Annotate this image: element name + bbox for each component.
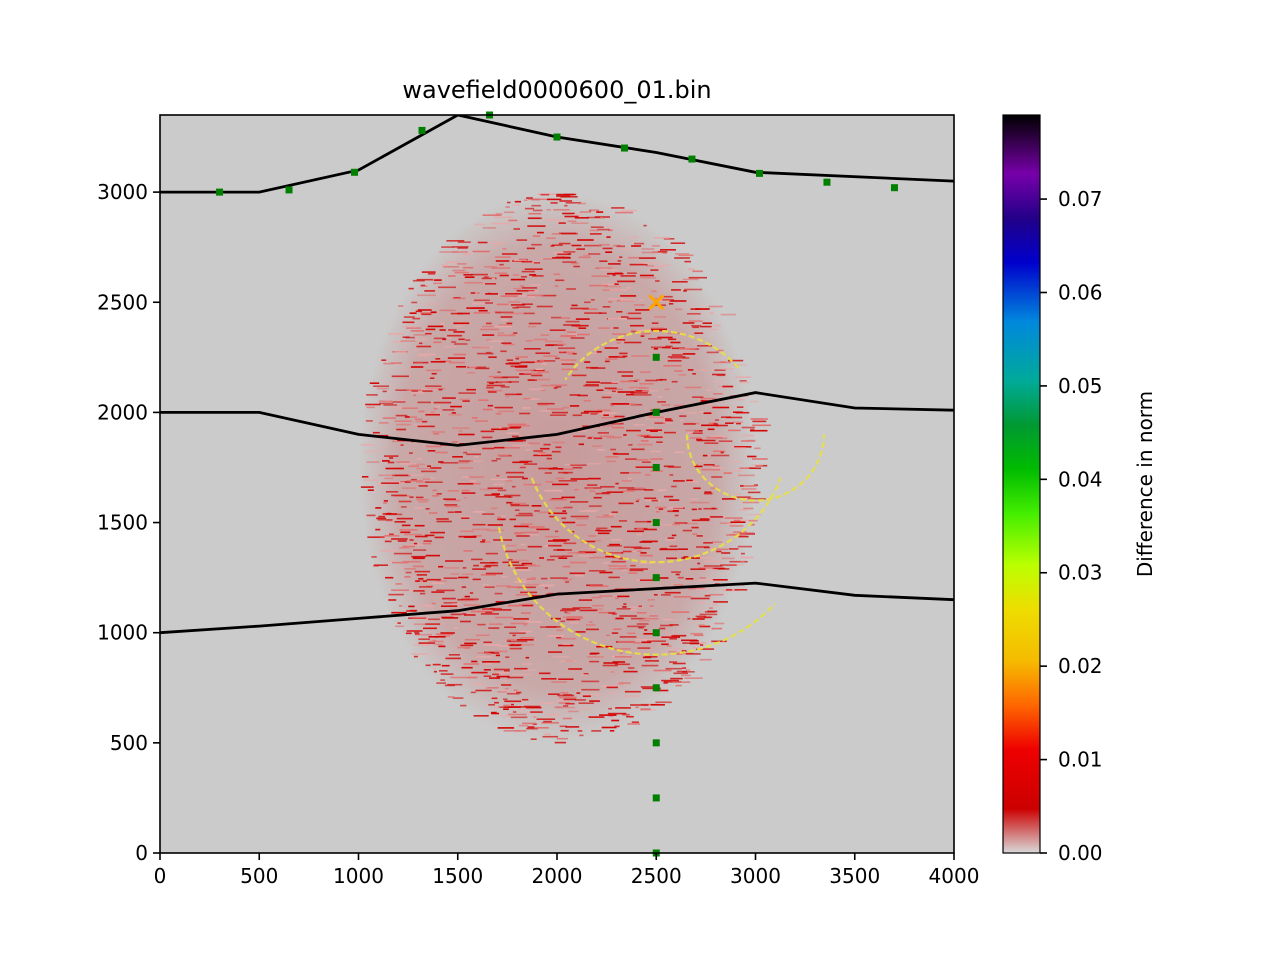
x-tick-label: 1500: [432, 864, 483, 888]
layer-boundary-2: [160, 391, 954, 447]
wavefront-arcs: [497, 329, 826, 656]
colorbar-gradient: [1002, 114, 1041, 854]
x-tick-label: 3500: [829, 864, 880, 888]
colorbar-label: Difference in norm: [1133, 391, 1157, 577]
x-tick-label: 2000: [532, 864, 583, 888]
plot-area: [159, 111, 955, 857]
receiver-markers: [216, 111, 898, 857]
layer-boundary-lines: [160, 115, 954, 635]
x-tick-label: 1000: [333, 864, 384, 888]
surface-receiver-9: [755, 169, 763, 177]
colorbar-tick-label: 0.05: [1058, 374, 1103, 398]
x-tick-label: 0: [154, 864, 167, 888]
layer-boundary-3: [160, 581, 954, 635]
y-tick-label: 0: [135, 841, 148, 865]
colorbar-tick-label: 0.01: [1058, 748, 1103, 772]
borehole-receiver-9: [652, 794, 660, 802]
x-tick-label: 2500: [631, 864, 682, 888]
colorbar-ticks: 0.00 0.01 0.02 0.03 0.04 0.05 0.06 0.07: [1040, 187, 1103, 865]
y-tick-label: 2000: [97, 400, 148, 424]
borehole-receiver-3: [652, 463, 660, 471]
y-tick-label: 500: [110, 731, 148, 755]
colorbar-tick-label: 0.07: [1058, 187, 1103, 211]
surface-receiver-6: [553, 133, 561, 141]
y-tick-label: 3000: [97, 180, 148, 204]
wavefield-heatmap: [358, 192, 826, 744]
x-tick-label: 3000: [730, 864, 781, 888]
chart-title: wavefield0000600_01.bin: [402, 76, 711, 104]
source-marker: [648, 294, 665, 311]
colorbar-tick-label: 0.03: [1058, 561, 1103, 585]
colorbar-tick-label: 0.00: [1058, 841, 1103, 865]
surface-receiver-2: [285, 186, 293, 194]
colorbar-tick-label: 0.04: [1058, 467, 1103, 491]
y-tick-label: 1500: [97, 511, 148, 535]
surface-receiver-11: [890, 184, 898, 192]
colorbar-tick-label: 0.06: [1058, 280, 1103, 304]
x-axis: 0 500 1000 1500 2000 2500 3000 3500 4000: [154, 853, 980, 888]
borehole-receiver-7: [652, 684, 660, 692]
borehole-receiver-5: [652, 574, 660, 582]
borehole-receiver-1: [652, 353, 660, 361]
surface-receiver-1: [216, 188, 224, 196]
borehole-receiver-2: [652, 408, 660, 416]
layer-boundary-1: [160, 115, 954, 194]
y-tick-label: 2500: [97, 290, 148, 314]
borehole-receiver-8: [652, 739, 660, 747]
colorbar-tick-label: 0.02: [1058, 654, 1103, 678]
x-tick-label: 4000: [929, 864, 980, 888]
borehole-receiver-4: [652, 519, 660, 527]
colorbar: 0.00 0.01 0.02 0.03 0.04 0.05 0.06 0.07 Differe…: [1002, 114, 1157, 865]
wavefield-streaks: [360, 193, 771, 744]
surface-receiver-3: [351, 168, 359, 176]
source-marker-group: [648, 294, 665, 311]
y-tick-label: 1000: [97, 621, 148, 645]
surface-receiver-10: [823, 178, 831, 186]
surface-receiver-8: [688, 155, 696, 163]
borehole-receiver-6: [652, 629, 660, 637]
surface-receiver-4: [418, 126, 426, 134]
y-axis: 0 500 1000 1500 2000 2500 3000: [97, 180, 160, 865]
surface-receiver-7: [620, 144, 628, 152]
x-tick-label: 500: [240, 864, 278, 888]
